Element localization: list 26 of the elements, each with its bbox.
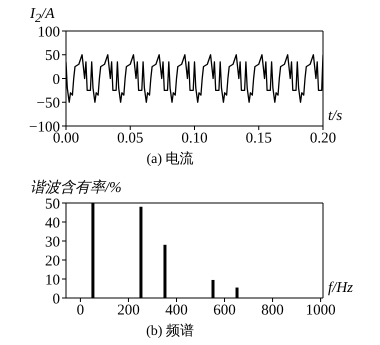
x-tick-label: 0.15 [246, 130, 272, 147]
x-tick-label: 800 [261, 302, 284, 319]
x-tick-label: 400 [165, 302, 188, 319]
x-axis-title: t/s [328, 108, 342, 124]
y-tick-label: 40 [45, 215, 60, 232]
x-tick-label: 0 [76, 302, 84, 319]
y-tick-label: 0 [52, 291, 60, 308]
x-tick-label: 0.20 [310, 130, 336, 147]
y-axis-title: 谐波含有率/% [30, 180, 122, 196]
x-tick-label: 0.10 [181, 130, 208, 147]
y-tick-label: 20 [45, 253, 60, 270]
y-tick-label: 50 [45, 196, 60, 212]
x-tick-label: 600 [213, 302, 236, 319]
y-tick-label: 100 [38, 24, 60, 40]
x-axis-title: f/Hz [328, 280, 354, 296]
y-axis-title: I$_{2}$/A [30, 6, 55, 25]
x-tick-label: 1000 [306, 302, 336, 319]
y-tick-label: 30 [45, 234, 60, 250]
y-tick-label: 10 [45, 272, 60, 288]
text: (b) 频谱 [146, 324, 194, 339]
y-tick-label: −50 [36, 96, 60, 112]
y-tick-label: 50 [45, 48, 60, 64]
text: (a) 电流 [146, 152, 194, 167]
x-tick-label: 200 [117, 302, 140, 319]
y-tick-label: 0 [52, 72, 60, 88]
x-tick-label: 0.05 [117, 130, 144, 147]
